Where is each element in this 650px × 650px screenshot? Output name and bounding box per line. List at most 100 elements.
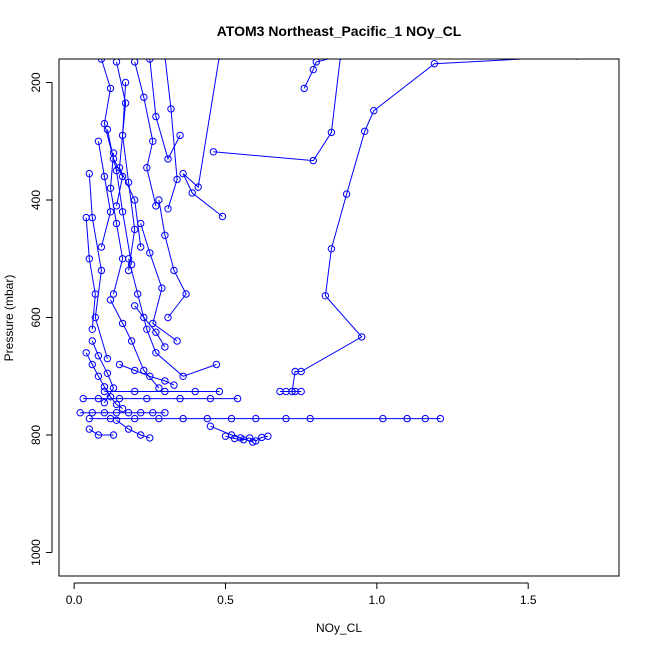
data-point <box>191 387 199 396</box>
data-point <box>209 148 218 156</box>
data-point <box>112 202 121 210</box>
data-point <box>137 409 145 417</box>
axes: 0.0 0.5 1.0 1.5 200 400 600 800 1000 <box>29 72 537 607</box>
data-point <box>94 137 103 146</box>
series-line <box>116 61 142 248</box>
series-line <box>85 217 96 330</box>
data-point <box>161 377 169 385</box>
data-point <box>88 409 97 417</box>
data-point <box>103 125 112 134</box>
data-point <box>306 414 314 423</box>
data-point <box>264 432 272 440</box>
data-point <box>297 387 305 396</box>
series-line <box>303 59 331 89</box>
y-tick-label: 800 <box>29 425 43 445</box>
data-point <box>155 414 163 423</box>
series-line <box>116 419 150 439</box>
data-point <box>152 112 160 121</box>
data-point <box>436 414 445 423</box>
series-line <box>140 223 178 342</box>
data-point <box>161 343 169 351</box>
data-point <box>131 59 139 66</box>
data-point <box>106 84 115 93</box>
data-point <box>327 128 336 137</box>
data-point <box>97 243 106 251</box>
data-point <box>94 394 103 403</box>
data-point <box>143 164 151 172</box>
data-point <box>85 255 94 263</box>
data-point <box>182 290 190 298</box>
data-point <box>164 205 172 213</box>
data-point <box>100 409 109 417</box>
data-point <box>106 208 115 216</box>
data-point <box>403 414 411 423</box>
data-point <box>124 425 133 433</box>
data-point <box>127 260 136 269</box>
series-line <box>158 199 187 318</box>
data-point <box>97 59 106 63</box>
data-point <box>94 431 103 439</box>
series-line <box>91 340 115 403</box>
data-point <box>146 249 154 257</box>
data-point <box>179 414 187 423</box>
y-tick-label: 200 <box>29 72 43 92</box>
series-line <box>182 59 223 217</box>
data-point <box>227 414 236 423</box>
data-point <box>170 381 178 389</box>
data-point <box>379 414 387 423</box>
data-point <box>109 149 118 157</box>
data-point <box>152 202 160 210</box>
data-point <box>146 372 154 380</box>
data-point <box>112 219 121 228</box>
data-point <box>143 325 151 333</box>
data-point <box>327 245 336 253</box>
data-point <box>282 414 290 423</box>
data-point <box>146 59 154 63</box>
y-tick-label: 1000 <box>29 539 43 566</box>
series-line <box>134 61 157 207</box>
data-point <box>312 59 320 66</box>
data-point <box>112 409 121 417</box>
data-point <box>112 166 121 175</box>
x-tick-label: 1.0 <box>368 593 385 607</box>
x-tick-label: 0.0 <box>66 593 83 607</box>
data-point <box>131 225 139 234</box>
data-point <box>149 319 157 328</box>
data-point <box>309 65 317 74</box>
x-axis-label: NOy_CL <box>316 621 362 635</box>
data-point <box>79 394 87 403</box>
data-point <box>137 219 145 228</box>
x-tick-label: 1.5 <box>520 593 537 607</box>
data-point <box>161 231 169 240</box>
data-point <box>82 349 90 357</box>
data-point <box>88 360 97 369</box>
data-lines <box>80 59 532 443</box>
data-point <box>106 296 115 304</box>
data-point <box>421 414 429 423</box>
data-point <box>252 414 260 423</box>
data-point <box>164 313 172 322</box>
data-point <box>118 208 127 216</box>
data-point <box>109 155 118 163</box>
data-point <box>430 60 439 68</box>
data-point <box>124 409 133 417</box>
data-point <box>118 172 127 181</box>
data-point <box>152 328 160 336</box>
data-point <box>161 387 169 396</box>
data-point <box>249 438 257 446</box>
series-line <box>149 59 181 161</box>
data-point <box>291 367 299 376</box>
series-line <box>128 258 217 377</box>
data-point <box>127 337 136 345</box>
data-point <box>194 183 202 191</box>
data-point <box>167 105 175 113</box>
data-point <box>158 284 166 292</box>
data-point <box>131 302 139 310</box>
data-point <box>109 290 118 298</box>
data-point <box>155 196 163 204</box>
data-point <box>161 409 169 417</box>
chart-title: ATOM3 Northeast_Pacific_1 NOy_CL <box>217 23 462 39</box>
data-point <box>91 313 100 322</box>
data-point <box>100 399 109 407</box>
